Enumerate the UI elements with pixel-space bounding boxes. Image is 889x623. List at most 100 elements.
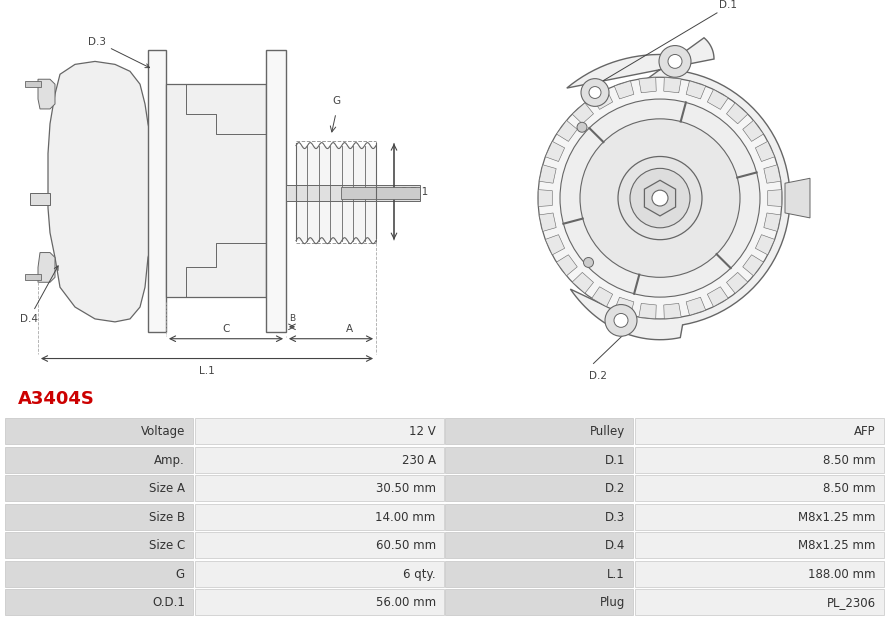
Circle shape — [668, 54, 682, 69]
Text: D.1: D.1 — [719, 0, 737, 10]
Text: Size C: Size C — [148, 539, 185, 552]
Bar — [635, 589, 884, 615]
Text: A: A — [346, 324, 353, 334]
Text: O.D.1: O.D.1 — [399, 187, 428, 197]
Text: 230 A: 230 A — [402, 454, 436, 467]
Text: Plug: Plug — [599, 596, 625, 609]
Polygon shape — [573, 272, 594, 293]
Polygon shape — [686, 297, 706, 315]
Polygon shape — [726, 103, 748, 124]
Text: Amp.: Amp. — [154, 454, 185, 467]
Circle shape — [614, 313, 628, 327]
Text: B: B — [289, 314, 295, 323]
Text: L.1: L.1 — [199, 366, 215, 376]
Bar — [445, 447, 633, 473]
Bar — [445, 589, 633, 615]
Circle shape — [630, 168, 690, 228]
Text: 56.00 mm: 56.00 mm — [375, 596, 436, 609]
Bar — [635, 475, 884, 502]
Text: D.4: D.4 — [605, 539, 625, 552]
Polygon shape — [592, 90, 613, 110]
Bar — [5, 561, 193, 587]
Text: 188.00 mm: 188.00 mm — [808, 568, 876, 581]
Circle shape — [618, 156, 702, 240]
Bar — [195, 475, 444, 502]
Text: Size B: Size B — [148, 511, 185, 523]
Text: 12 V: 12 V — [409, 425, 436, 438]
Bar — [635, 532, 884, 558]
Polygon shape — [557, 255, 577, 276]
Text: M8x1.25 mm: M8x1.25 mm — [798, 511, 876, 523]
Polygon shape — [614, 81, 634, 99]
Polygon shape — [639, 77, 656, 93]
Polygon shape — [756, 235, 774, 255]
Circle shape — [581, 78, 609, 107]
Bar — [341, 187, 420, 199]
Polygon shape — [48, 62, 160, 322]
Text: 8.50 mm: 8.50 mm — [823, 454, 876, 467]
Polygon shape — [664, 77, 681, 93]
Bar — [5, 589, 193, 615]
Polygon shape — [545, 235, 565, 255]
Circle shape — [580, 119, 740, 277]
Polygon shape — [742, 120, 764, 141]
Text: A3404S: A3404S — [18, 390, 94, 408]
Text: G: G — [176, 568, 185, 581]
Polygon shape — [38, 79, 55, 109]
Polygon shape — [785, 178, 810, 218]
Text: L.1: L.1 — [607, 568, 625, 581]
Text: D.3: D.3 — [605, 511, 625, 523]
Text: C: C — [222, 324, 229, 334]
Polygon shape — [764, 164, 781, 183]
Bar — [195, 561, 444, 587]
Polygon shape — [756, 141, 774, 161]
Text: G: G — [332, 96, 340, 106]
Text: M8x1.25 mm: M8x1.25 mm — [798, 539, 876, 552]
Bar — [266, 49, 286, 332]
Circle shape — [577, 122, 587, 132]
Polygon shape — [768, 189, 781, 206]
Polygon shape — [539, 189, 552, 206]
Text: 6 qty.: 6 qty. — [403, 568, 436, 581]
Polygon shape — [614, 297, 634, 315]
Bar — [5, 418, 193, 444]
Text: 8.50 mm: 8.50 mm — [823, 482, 876, 495]
Polygon shape — [686, 81, 706, 99]
Bar — [635, 503, 884, 530]
Bar — [286, 185, 420, 201]
Polygon shape — [664, 303, 681, 319]
Text: O.D.1: O.D.1 — [152, 596, 185, 609]
Bar — [195, 447, 444, 473]
Bar — [148, 49, 166, 332]
Text: 30.50 mm: 30.50 mm — [376, 482, 436, 495]
Text: Voltage: Voltage — [140, 425, 185, 438]
Bar — [445, 561, 633, 587]
Bar — [195, 532, 444, 558]
Polygon shape — [573, 103, 594, 124]
Text: D.4: D.4 — [20, 266, 58, 324]
Polygon shape — [567, 38, 790, 340]
Bar — [5, 475, 193, 502]
Text: D.2: D.2 — [605, 482, 625, 495]
Circle shape — [605, 305, 637, 336]
Circle shape — [560, 99, 760, 297]
Bar — [25, 274, 41, 280]
Polygon shape — [639, 303, 656, 319]
Circle shape — [589, 87, 601, 98]
Text: 14.00 mm: 14.00 mm — [375, 511, 436, 523]
Bar — [195, 589, 444, 615]
Circle shape — [659, 45, 691, 77]
Bar — [445, 418, 633, 444]
Polygon shape — [726, 272, 748, 293]
Circle shape — [538, 77, 782, 319]
Circle shape — [583, 257, 594, 267]
Text: D.3: D.3 — [88, 37, 149, 68]
Bar — [195, 418, 444, 444]
Polygon shape — [708, 90, 728, 110]
Polygon shape — [708, 287, 728, 307]
Bar — [5, 447, 193, 473]
Bar — [445, 503, 633, 530]
Polygon shape — [540, 213, 557, 231]
Text: D.2: D.2 — [589, 371, 606, 381]
Bar — [635, 561, 884, 587]
